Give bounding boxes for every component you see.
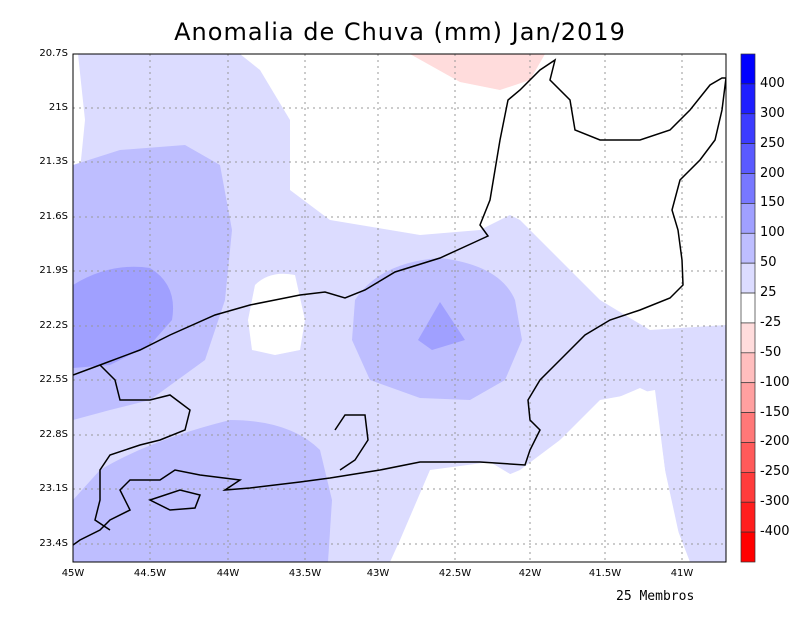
colorbar-label: -50 — [760, 344, 782, 360]
colorbar-swatch — [740, 262, 756, 294]
lon-tick-label: 43W — [366, 568, 390, 579]
map-title: Anomalia de Chuva (mm) Jan/2019 — [174, 18, 626, 46]
contour-white-nw — [73, 54, 85, 180]
lon-tick-label: 41.5W — [588, 568, 622, 579]
colorbar-swatch — [740, 412, 756, 443]
lon-tick-label: 44W — [216, 568, 240, 579]
lat-tick-label: 23.4S — [39, 538, 68, 549]
colorbar-label: -200 — [760, 434, 790, 450]
colorbar-swatch — [740, 382, 756, 413]
lat-tick-label: 20.7S — [39, 48, 68, 59]
colorbar-label: 200 — [760, 165, 785, 181]
colorbar-label: 100 — [760, 225, 785, 241]
lon-tick-label: 45W — [61, 568, 85, 579]
colorbar-label: -400 — [760, 524, 790, 540]
colorbar-swatch — [740, 143, 756, 174]
state-boundaries — [73, 58, 726, 546]
guanabara-bay — [334, 414, 369, 471]
contour-100-150-center — [418, 302, 465, 350]
lon-tick-label: 41W — [670, 568, 694, 579]
colorbar-swatch — [740, 53, 756, 85]
lon-tick-label: 42W — [518, 568, 542, 579]
rj-boundary-north — [73, 58, 726, 376]
lat-tick-label: 22.5S — [39, 374, 68, 385]
lon-tick-label: 43.5W — [288, 568, 322, 579]
colorbar-swatch — [740, 352, 756, 384]
colorbar-label: 150 — [760, 195, 785, 211]
contour-50-100-south — [73, 420, 332, 562]
lat-tick-label: 21.3S — [39, 156, 68, 167]
colorbar-swatch — [740, 173, 756, 204]
contour-white-top — [240, 54, 726, 235]
lat-tick-label: 21.9S — [39, 265, 68, 276]
colorbar-swatch — [740, 292, 756, 324]
colorbar-swatch — [740, 232, 756, 264]
contour-100-150-west — [73, 266, 174, 368]
lat-tick-label: 22.8S — [39, 429, 68, 440]
colorbar-swatch — [740, 83, 756, 115]
colorbar-label: -150 — [760, 404, 790, 420]
map-frame — [72, 53, 727, 563]
gridlines — [73, 54, 726, 562]
lon-tick-label: 44.5W — [133, 568, 167, 579]
lat-tick-label: 21.6S — [39, 211, 68, 222]
colorbar-swatch — [740, 442, 756, 473]
lat-tick-label: 21S — [48, 102, 68, 113]
colorbar-swatch — [740, 501, 756, 533]
lat-tick-label: 22.2S — [39, 320, 68, 331]
colorbar-label: 250 — [760, 135, 785, 151]
colorbar — [740, 53, 756, 563]
colorbar-label: -250 — [760, 464, 790, 480]
colorbar-swatch — [740, 472, 756, 503]
sepetiba-islands — [148, 489, 202, 511]
contour-neg-25-50 — [410, 54, 545, 90]
colorbar-label: 25 — [760, 285, 777, 301]
colorbar-swatch — [740, 113, 756, 144]
lon-tick-label: 42.5W — [438, 568, 472, 579]
colorbar-label: 300 — [760, 105, 785, 121]
colorbar-label: -25 — [760, 314, 782, 330]
colorbar-label: 400 — [760, 75, 785, 91]
colorbar-label: -100 — [760, 374, 790, 390]
rj-coast-east — [73, 77, 726, 546]
colorbar-label: -300 — [760, 494, 790, 510]
contour-white-center — [248, 273, 305, 355]
ensemble-members-label: 25 Membros — [616, 589, 695, 604]
lat-tick-label: 23.1S — [39, 483, 68, 494]
contour-white-se2 — [395, 388, 685, 562]
colorbar-swatch — [740, 322, 756, 354]
colorbar-label: 50 — [760, 255, 777, 271]
colorbar-swatch — [740, 203, 756, 234]
colorbar-swatch — [740, 531, 756, 563]
rj-boundary-west — [94, 364, 191, 531]
